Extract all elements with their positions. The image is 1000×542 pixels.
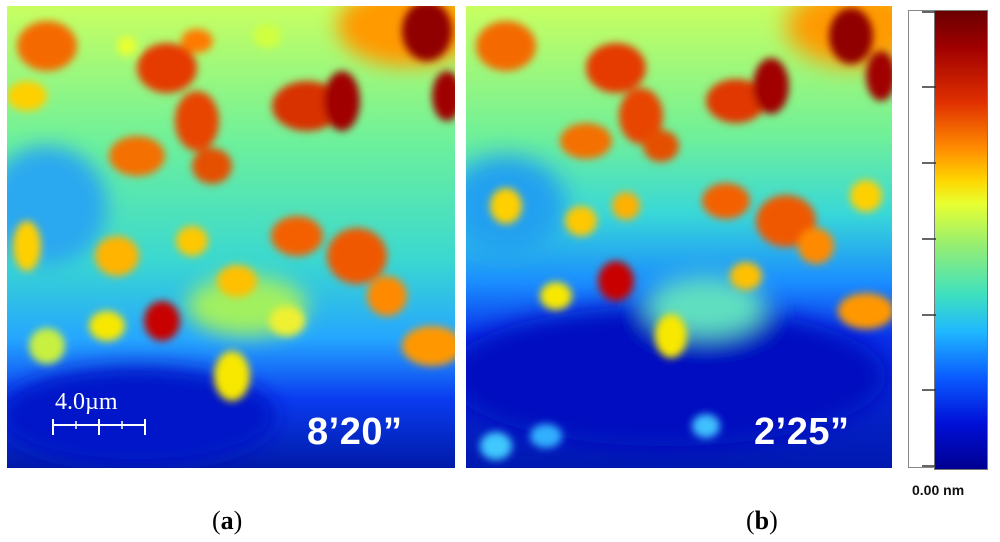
- time-label-a: 8’20”: [307, 411, 403, 453]
- height-map-b: [466, 6, 892, 468]
- afm-image-b: 2’25”: [466, 6, 892, 468]
- scale-bar-ruler: [52, 419, 146, 435]
- colorbar-ticks: [922, 11, 936, 467]
- colorbar-min-label: 0.00 nm: [912, 482, 965, 498]
- colorbar-gradient: [934, 10, 988, 470]
- scale-bar-label: 4.0µm: [55, 389, 118, 415]
- caption-a-letter: a: [220, 506, 234, 535]
- height-colorbar: [908, 10, 988, 472]
- caption-b-letter: b: [754, 506, 770, 535]
- height-map-a: [7, 6, 455, 468]
- caption-b: (b): [746, 506, 778, 535]
- afm-image-a: 4.0µm 8’20”: [7, 6, 455, 468]
- caption-a: (a): [212, 506, 243, 535]
- time-label-b: 2’25”: [754, 411, 850, 453]
- scale-bar: 4.0µm: [51, 389, 151, 439]
